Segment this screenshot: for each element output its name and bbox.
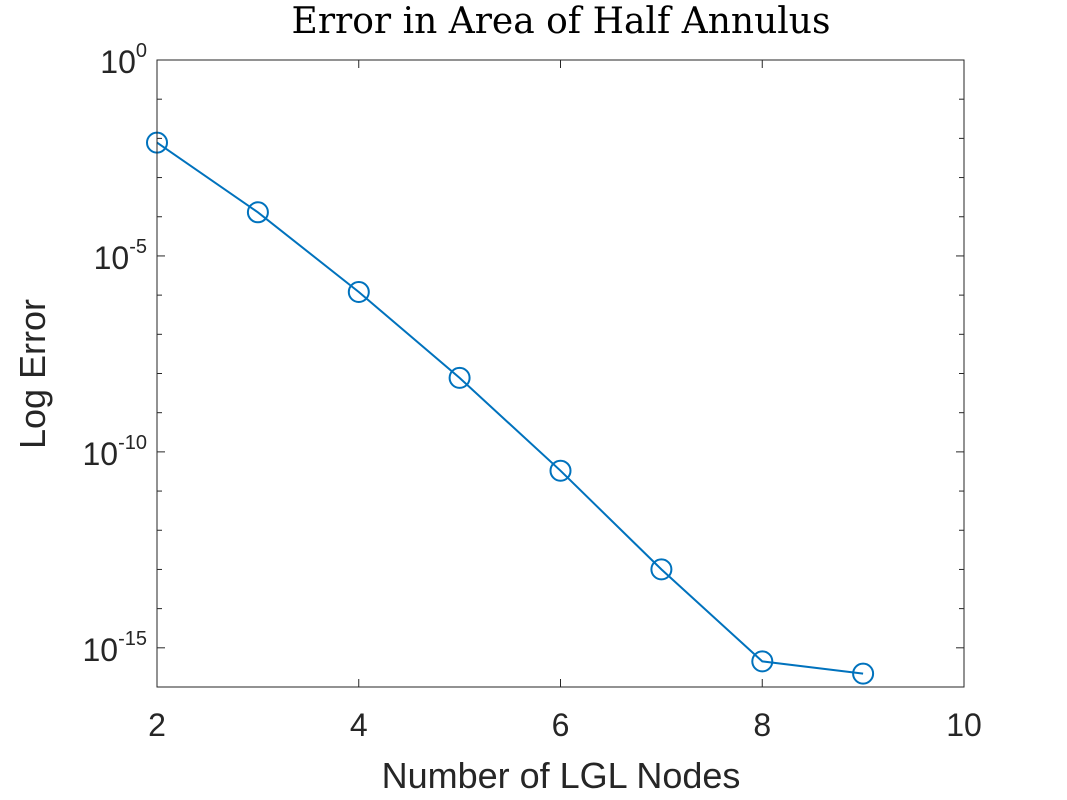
x-tick-label: 2 [148,707,166,743]
data-point-marker [549,459,572,482]
plot-frame [156,59,965,688]
x-tick-label: 8 [753,707,771,743]
data-point-marker [448,366,471,389]
y-tick-label: 100 [100,40,147,80]
chart-title: Error in Area of Half Annulus [292,1,831,42]
plot-axes [157,60,964,687]
data-point-marker [852,662,875,685]
y-tick-label: 10-5 [94,236,147,276]
x-axis-label: Number of LGL Nodes [382,755,741,796]
x-tick-labels: 2 4 6 8 10 [148,707,982,743]
data-point-marker [347,281,370,303]
y-tick-label: 10-10 [83,432,148,472]
x-tick-label: 6 [552,707,570,743]
series-group [146,131,875,685]
x-tick-label: 10 [946,707,982,743]
series-line [156,141,864,675]
plot-area [157,60,964,687]
y-tick-label: 10-15 [83,628,148,668]
data-point-marker [751,650,774,673]
minor-ticks [157,98,964,688]
x-tick-label: 4 [350,707,368,743]
data-point-marker [650,558,673,581]
data-point-marker [246,201,269,224]
y-axis-label: Log Error [12,299,53,449]
y-tick-labels: 100 10-5 10-10 10-15 [83,40,148,668]
